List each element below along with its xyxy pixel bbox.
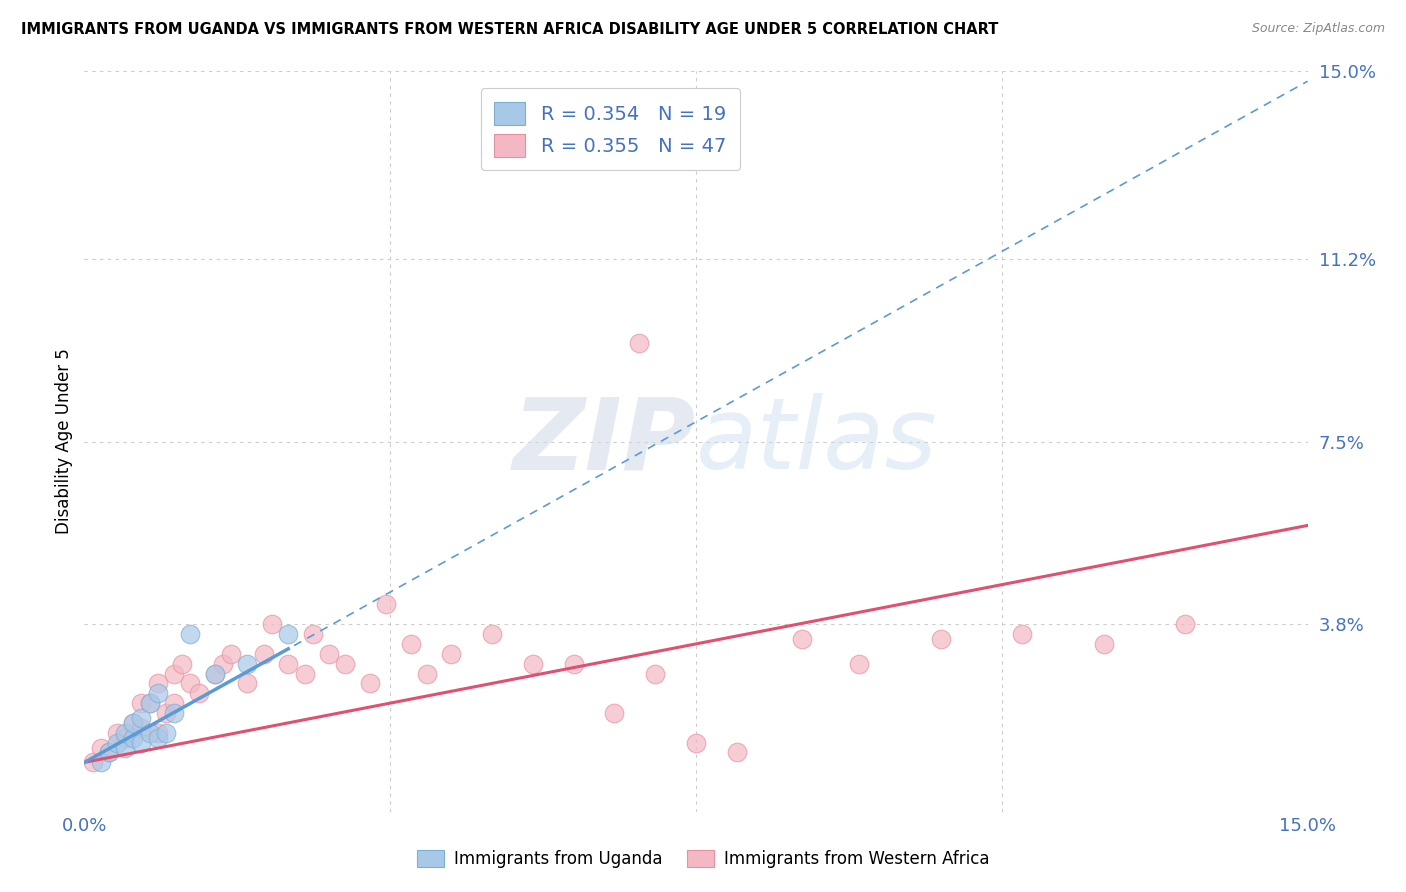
Point: [790, 632, 813, 646]
Point: [929, 632, 952, 646]
Point: [131, 696, 153, 710]
Point: [122, 731, 145, 745]
Point: [1092, 637, 1115, 651]
Point: [114, 740, 136, 755]
Point: [122, 715, 145, 730]
Point: [131, 711, 153, 725]
Text: atlas: atlas: [696, 393, 938, 490]
Point: [318, 647, 340, 661]
Point: [522, 657, 544, 671]
Point: [90, 756, 112, 770]
Point: [163, 706, 186, 720]
Point: [627, 335, 650, 350]
Point: [685, 736, 707, 750]
Point: [219, 647, 242, 661]
Point: [212, 657, 235, 671]
Text: ZIP: ZIP: [513, 393, 696, 490]
Point: [603, 706, 626, 720]
Point: [179, 627, 201, 641]
Point: [146, 725, 169, 739]
Point: [172, 657, 194, 671]
Point: [97, 746, 120, 760]
Point: [114, 731, 136, 745]
Point: [260, 617, 283, 632]
Point: [146, 676, 169, 690]
Point: [138, 696, 160, 710]
Point: [179, 676, 201, 690]
Point: [1011, 627, 1033, 641]
Point: [138, 696, 160, 710]
Point: [204, 666, 226, 681]
Legend: R = 0.354   N = 19, R = 0.355   N = 47: R = 0.354 N = 19, R = 0.355 N = 47: [481, 88, 740, 170]
Point: [236, 657, 259, 671]
Point: [416, 666, 439, 681]
Point: [155, 725, 177, 739]
Point: [848, 657, 870, 671]
Point: [105, 725, 128, 739]
Point: [277, 627, 299, 641]
Point: [399, 637, 422, 651]
Point: [82, 756, 104, 770]
Point: [725, 746, 748, 760]
Legend: Immigrants from Uganda, Immigrants from Western Africa: Immigrants from Uganda, Immigrants from …: [411, 843, 995, 875]
Point: [90, 740, 112, 755]
Point: [122, 715, 145, 730]
Point: [155, 706, 177, 720]
Point: [440, 647, 463, 661]
Point: [131, 736, 153, 750]
Point: [163, 696, 186, 710]
Point: [481, 627, 503, 641]
Point: [146, 686, 169, 700]
Point: [236, 676, 259, 690]
Point: [294, 666, 316, 681]
Y-axis label: Disability Age Under 5: Disability Age Under 5: [55, 349, 73, 534]
Text: Source: ZipAtlas.com: Source: ZipAtlas.com: [1251, 22, 1385, 36]
Point: [375, 598, 398, 612]
Text: IMMIGRANTS FROM UGANDA VS IMMIGRANTS FROM WESTERN AFRICA DISABILITY AGE UNDER 5 : IMMIGRANTS FROM UGANDA VS IMMIGRANTS FRO…: [21, 22, 998, 37]
Point: [644, 666, 666, 681]
Point: [163, 666, 186, 681]
Point: [204, 666, 226, 681]
Point: [138, 725, 160, 739]
Point: [187, 686, 209, 700]
Point: [131, 721, 153, 735]
Point: [562, 657, 585, 671]
Point: [301, 627, 323, 641]
Point: [105, 736, 128, 750]
Point: [253, 647, 276, 661]
Point: [114, 725, 136, 739]
Point: [146, 731, 169, 745]
Point: [277, 657, 299, 671]
Point: [97, 746, 120, 760]
Point: [335, 657, 357, 671]
Point: [1174, 617, 1197, 632]
Point: [359, 676, 381, 690]
